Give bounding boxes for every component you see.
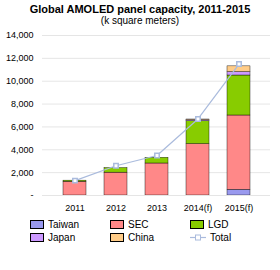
svg-text:6,000: 6,000 <box>11 122 34 132</box>
html-text:Global AMOLED panel capacity,: Global AMOLED panel capacity, 2011-2015 <box>29 3 251 15</box>
html-text:LGD: LGD <box>208 219 229 230</box>
svg-text:2,000: 2,000 <box>11 168 34 178</box>
svg-text:10,000: 10,000 <box>6 76 34 86</box>
html-text:Japan: Japan <box>48 232 76 243</box>
html-text:Total: Total <box>210 232 232 243</box>
html-text:China: China <box>128 232 155 243</box>
html-text:Taiwan: Taiwan <box>48 219 80 230</box>
svg-text:-: - <box>31 190 34 200</box>
svg-text:8,000: 8,000 <box>11 99 34 109</box>
svg-text:4,000: 4,000 <box>11 145 34 155</box>
svg-text:2014(f): 2014(f) <box>184 203 213 213</box>
html-text:SEC: SEC <box>128 219 149 230</box>
svg-text:12,000: 12,000 <box>6 53 34 63</box>
html-text:(k square meters): (k square meters) <box>100 15 180 26</box>
svg-text:2015(f): 2015(f) <box>225 203 254 213</box>
svg-text:2012: 2012 <box>106 203 126 213</box>
svg-text:14,000: 14,000 <box>6 30 34 40</box>
svg-text:2013: 2013 <box>147 203 167 213</box>
svg-text:2011: 2011 <box>65 203 84 213</box>
